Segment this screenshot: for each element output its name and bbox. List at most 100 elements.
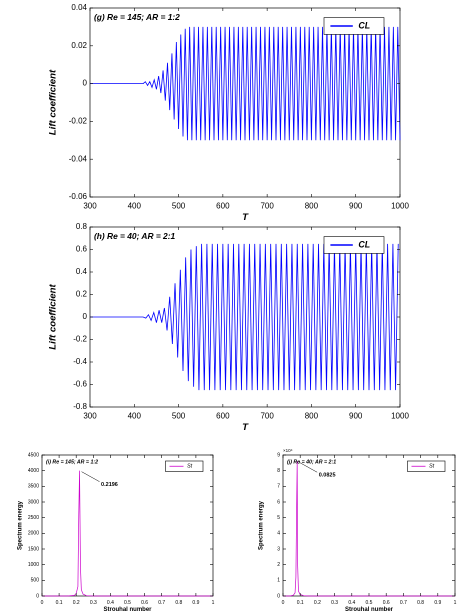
y-tick-label: 6 xyxy=(277,499,280,505)
y-tick-label: 5 xyxy=(277,515,280,521)
y-tick-label: 3 xyxy=(277,546,280,552)
x-tick-label: 0.4 xyxy=(348,600,355,606)
x-tick-label: 500 xyxy=(172,411,186,420)
y-tick-label: -0.02 xyxy=(69,117,88,126)
y-tick-label: 4 xyxy=(277,531,280,537)
plot-frame xyxy=(89,7,401,198)
y-tick-label: 0 xyxy=(36,593,39,599)
legend-box xyxy=(407,460,446,472)
x-tick-label: 900 xyxy=(349,201,363,210)
x-axis-label: Strouhal number xyxy=(103,607,152,613)
y-tick-label: 0.04 xyxy=(71,3,87,12)
y-tick-label: 0.8 xyxy=(76,222,88,231)
y-tick-label: -0.2 xyxy=(73,335,87,344)
y-tick-label: 2 xyxy=(277,562,280,568)
y-axis-label: Lift coefficient xyxy=(48,69,59,135)
x-tick-label: 0.1 xyxy=(297,600,304,606)
x-axis-label: Strouhal number xyxy=(345,607,394,613)
x-tick-label: 0.7 xyxy=(158,600,165,606)
y-tick-label: 4000 xyxy=(28,468,39,474)
legend-label: CL xyxy=(358,239,370,249)
legend-label: St xyxy=(187,464,193,470)
x-tick-label: 0.3 xyxy=(90,600,97,606)
data-line xyxy=(90,26,401,141)
legend-box xyxy=(323,236,385,254)
x-tick-label: 0.5 xyxy=(366,600,373,606)
y-tick-label: 0.4 xyxy=(76,267,88,276)
y-tick-label: 1000 xyxy=(28,562,39,568)
x-tick-label: 0 xyxy=(41,600,44,606)
panel-title: (i) Re = 145; AR = 1:2 xyxy=(46,459,98,465)
y-axis-label: Spectrum energy xyxy=(18,500,24,550)
x-tick-label: 900 xyxy=(349,411,363,420)
x-tick-label: 300 xyxy=(83,201,97,210)
data-line xyxy=(42,470,213,597)
annotation-arrow xyxy=(81,471,100,482)
data-line xyxy=(283,461,455,597)
y-tick-label: 1500 xyxy=(28,546,39,552)
x-tick-label: 700 xyxy=(260,201,274,210)
plot-frame xyxy=(41,454,214,597)
x-tick-label: 0.1 xyxy=(56,600,63,606)
plot-frame xyxy=(282,454,456,597)
y-tick-label: 8 xyxy=(277,468,280,474)
y-tick-label: 7 xyxy=(277,484,280,490)
y-tick-label: 3500 xyxy=(28,484,39,490)
legend-box xyxy=(165,460,204,472)
panel-title: (h) Re = 40; AR = 2:1 xyxy=(94,231,175,241)
x-tick-label: 800 xyxy=(305,201,319,210)
x-tick-label: 0 xyxy=(282,600,285,606)
x-tick-label: 0.6 xyxy=(383,600,390,606)
y-tick-label: -0.06 xyxy=(69,192,88,201)
x-axis-label: T xyxy=(242,212,249,223)
y-tick-label: 0.02 xyxy=(71,41,87,50)
panel-title: (g) Re = 145; AR = 1:2 xyxy=(94,12,180,22)
x-tick-label: 800 xyxy=(305,411,319,420)
y-tick-label: 0 xyxy=(277,593,280,599)
x-tick-label: 700 xyxy=(260,411,274,420)
legend-label: St xyxy=(429,464,435,470)
y-tick-label: 1 xyxy=(277,578,280,584)
x-axis-label: T xyxy=(242,422,249,433)
x-tick-label: 0.2 xyxy=(314,600,321,606)
data-line xyxy=(90,243,399,391)
legend-label: CL xyxy=(358,20,370,30)
y-tick-label: -0.04 xyxy=(69,154,88,163)
x-tick-label: 0.7 xyxy=(400,600,407,606)
x-tick-label: 0.9 xyxy=(192,600,199,606)
x-tick-label: 1000 xyxy=(391,201,409,210)
x-tick-label: 0.8 xyxy=(417,600,424,606)
x-tick-label: 0.9 xyxy=(434,600,441,606)
y-tick-label: 2000 xyxy=(28,531,39,537)
x-tick-label: 0.5 xyxy=(124,600,131,606)
y-tick-label: -0.4 xyxy=(73,357,87,366)
x-tick-label: 1 xyxy=(454,600,457,606)
x-tick-label: 0.6 xyxy=(141,600,148,606)
y-tick-label: 3000 xyxy=(28,499,39,505)
y-tick-label: 0 xyxy=(83,79,88,88)
y-tick-label: 500 xyxy=(31,578,40,584)
x-tick-label: 400 xyxy=(128,201,142,210)
x-tick-label: 600 xyxy=(216,201,230,210)
panel-title: (j) Re = 40; AR = 2:1 xyxy=(287,459,336,465)
x-tick-label: 1000 xyxy=(391,411,409,420)
x-tick-label: 0.3 xyxy=(331,600,338,606)
y-tick-label: 0.6 xyxy=(76,245,88,254)
y-tick-label: 2500 xyxy=(28,515,39,521)
y-tick-label: 0 xyxy=(83,312,88,321)
x-tick-label: 1 xyxy=(212,600,215,606)
y-tick-label: -0.8 xyxy=(73,402,87,411)
x-tick-label: 500 xyxy=(172,201,186,210)
y-tick-label: 0.2 xyxy=(76,290,88,299)
x-tick-label: 0.4 xyxy=(107,600,114,606)
y-tick-label: 4500 xyxy=(28,452,39,458)
x-tick-label: 600 xyxy=(216,411,230,420)
y-multiplier: ×10⁴ xyxy=(283,448,293,453)
x-tick-label: 400 xyxy=(128,411,142,420)
x-tick-label: 300 xyxy=(83,411,97,420)
annotation: 0.2196 xyxy=(101,482,118,488)
legend-box xyxy=(323,17,385,35)
y-tick-label: 9 xyxy=(277,452,280,458)
y-tick-label: -0.6 xyxy=(73,380,87,389)
